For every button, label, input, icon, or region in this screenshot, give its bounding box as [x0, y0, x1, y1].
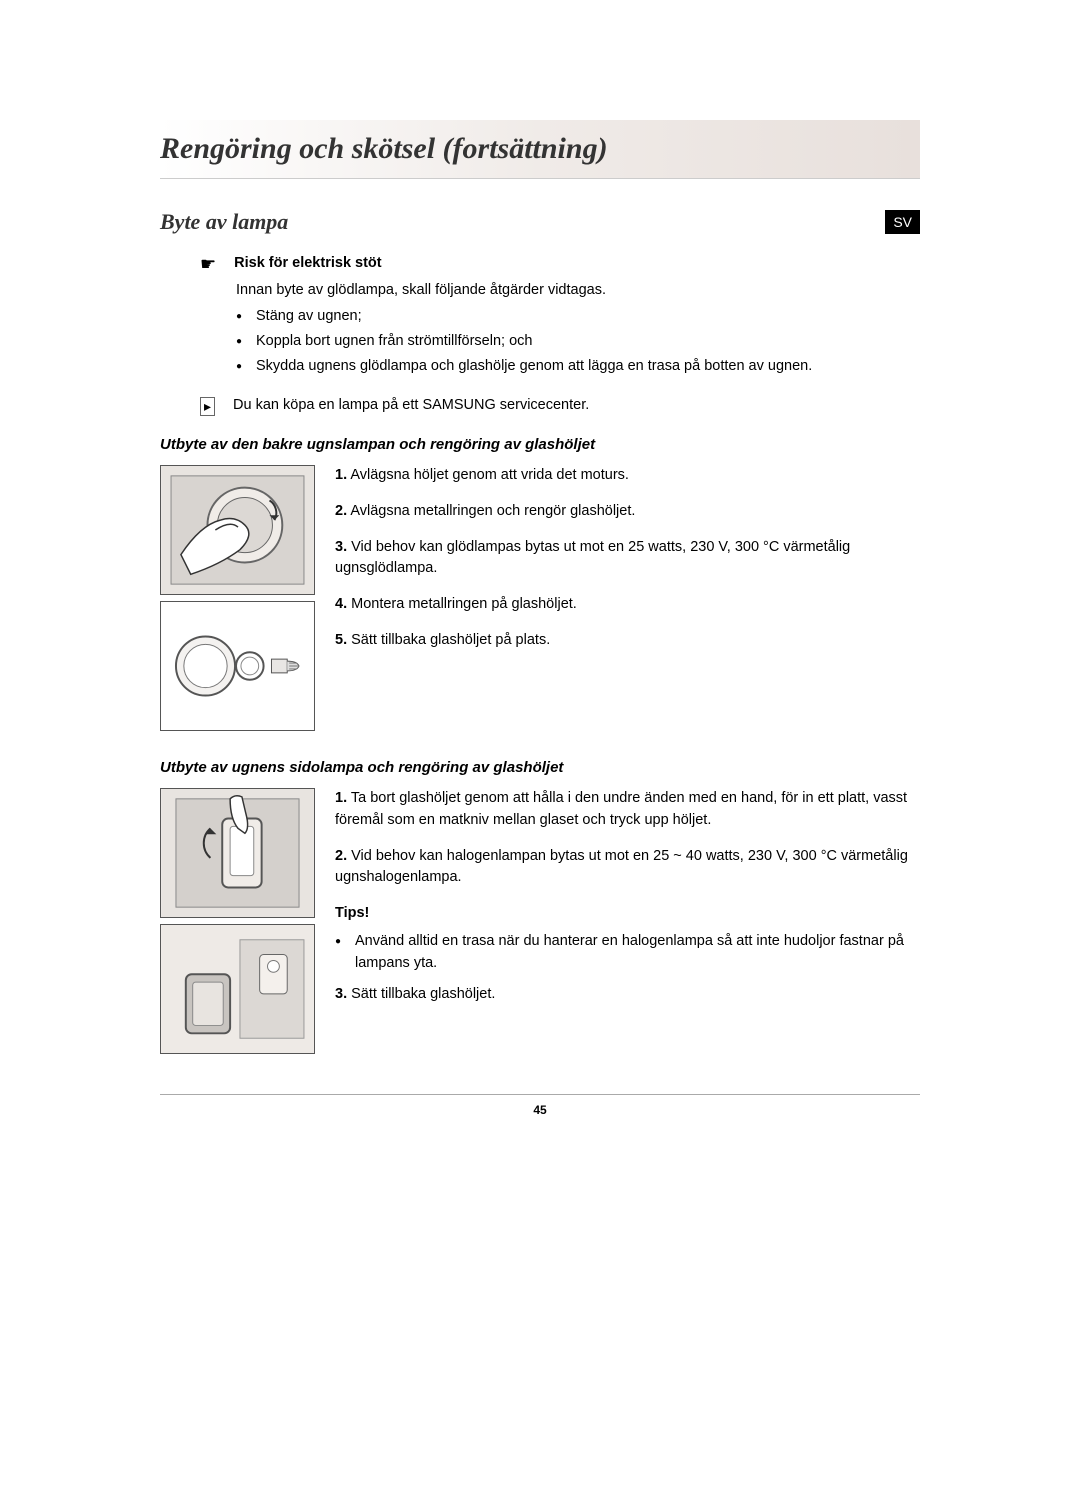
- section2-heading: Utbyte av ugnens sidolampa och rengöring…: [160, 759, 920, 776]
- section2-block: 1. Ta bort glashöljet genom att hålla i …: [160, 788, 920, 1054]
- step-text: Vid behov kan halogenlampan bytas ut mot…: [335, 848, 908, 886]
- step-item: 3. Sätt tillbaka glashöljet.: [335, 984, 920, 1006]
- step-text: Sätt tillbaka glashöljet på plats.: [351, 632, 550, 648]
- step-text: Montera metallringen på glashöljet.: [351, 596, 577, 612]
- step-item: 1. Ta bort glashöljet genom att hålla i …: [335, 788, 920, 832]
- tips-label: Tips!: [335, 903, 920, 925]
- subsection-title: Byte av lampa: [160, 209, 288, 235]
- warning-bullets: Stäng av ugnen; Koppla bort ugnen från s…: [236, 306, 920, 377]
- warning-block: ☛ Risk för elektrisk stöt Innan byte av …: [200, 253, 920, 377]
- section2-images: [160, 788, 315, 1054]
- warning-bullet: Stäng av ugnen;: [236, 306, 920, 328]
- tips-bullet: Använd alltid en trasa när du hanterar e…: [335, 931, 920, 975]
- step-item: 3. Vid behov kan glödlampas bytas ut mot…: [335, 537, 920, 581]
- page-footer: 45: [160, 1094, 920, 1117]
- warning-bullet: Skydda ugnens glödlampa och glashölje ge…: [236, 356, 920, 378]
- step-item: 2. Vid behov kan halogenlampan bytas ut …: [335, 846, 920, 890]
- step-item: 2. Avlägsna metallringen och rengör glas…: [335, 501, 920, 523]
- subsection-row: Byte av lampa SV: [160, 209, 920, 235]
- section1-steps: 1. Avlägsna höljet genom att vrida det m…: [335, 465, 920, 731]
- step-item: 1. Avlägsna höljet genom att vrida det m…: [335, 465, 920, 487]
- language-badge: SV: [885, 210, 920, 234]
- section1-block: 1. Avlägsna höljet genom att vrida det m…: [160, 465, 920, 731]
- warning-intro: Innan byte av glödlampa, skall följande …: [236, 280, 920, 302]
- section1-images: [160, 465, 315, 731]
- page-container: Rengöring och skötsel (fortsättning) Byt…: [0, 0, 1080, 1177]
- header-band: Rengöring och skötsel (fortsättning): [160, 120, 920, 179]
- illustration-rear-lamp-remove: [160, 465, 315, 595]
- hand-pointer-icon: ☛: [200, 253, 216, 276]
- page-title: Rengöring och skötsel (fortsättning): [160, 132, 920, 166]
- step-item: 5. Sätt tillbaka glashöljet på plats.: [335, 630, 920, 652]
- illustration-bulb-parts: [160, 601, 315, 731]
- illustration-side-cover-halogen: [160, 924, 315, 1054]
- section2-steps: 1. Ta bort glashöljet genom att hålla i …: [335, 788, 920, 1054]
- warning-bullet: Koppla bort ugnen från strömtillförseln;…: [236, 331, 920, 353]
- step-text: Vid behov kan glödlampas bytas ut mot en…: [335, 539, 850, 577]
- step-text: Sätt tillbaka glashöljet.: [351, 986, 495, 1002]
- step-text: Avlägsna metallringen och rengör glashöl…: [350, 503, 635, 519]
- step-text: Ta bort glashöljet genom att hålla i den…: [335, 790, 907, 828]
- note-icon: ▸: [200, 397, 215, 416]
- section1-heading: Utbyte av den bakre ugnslampan och rengö…: [160, 436, 920, 453]
- step-text: Avlägsna höljet genom att vrida det motu…: [350, 467, 629, 483]
- warning-content: Innan byte av glödlampa, skall följande …: [236, 280, 920, 377]
- warning-title: Risk för elektrisk stöt: [234, 253, 381, 275]
- note-row: ▸ Du kan köpa en lampa på ett SAMSUNG se…: [200, 397, 920, 416]
- warning-header: ☛ Risk för elektrisk stöt: [200, 253, 920, 276]
- illustration-side-lamp-remove: [160, 788, 315, 918]
- step-item: 4. Montera metallringen på glashöljet.: [335, 594, 920, 616]
- page-number: 45: [533, 1103, 546, 1117]
- note-text: Du kan köpa en lampa på ett SAMSUNG serv…: [233, 397, 589, 413]
